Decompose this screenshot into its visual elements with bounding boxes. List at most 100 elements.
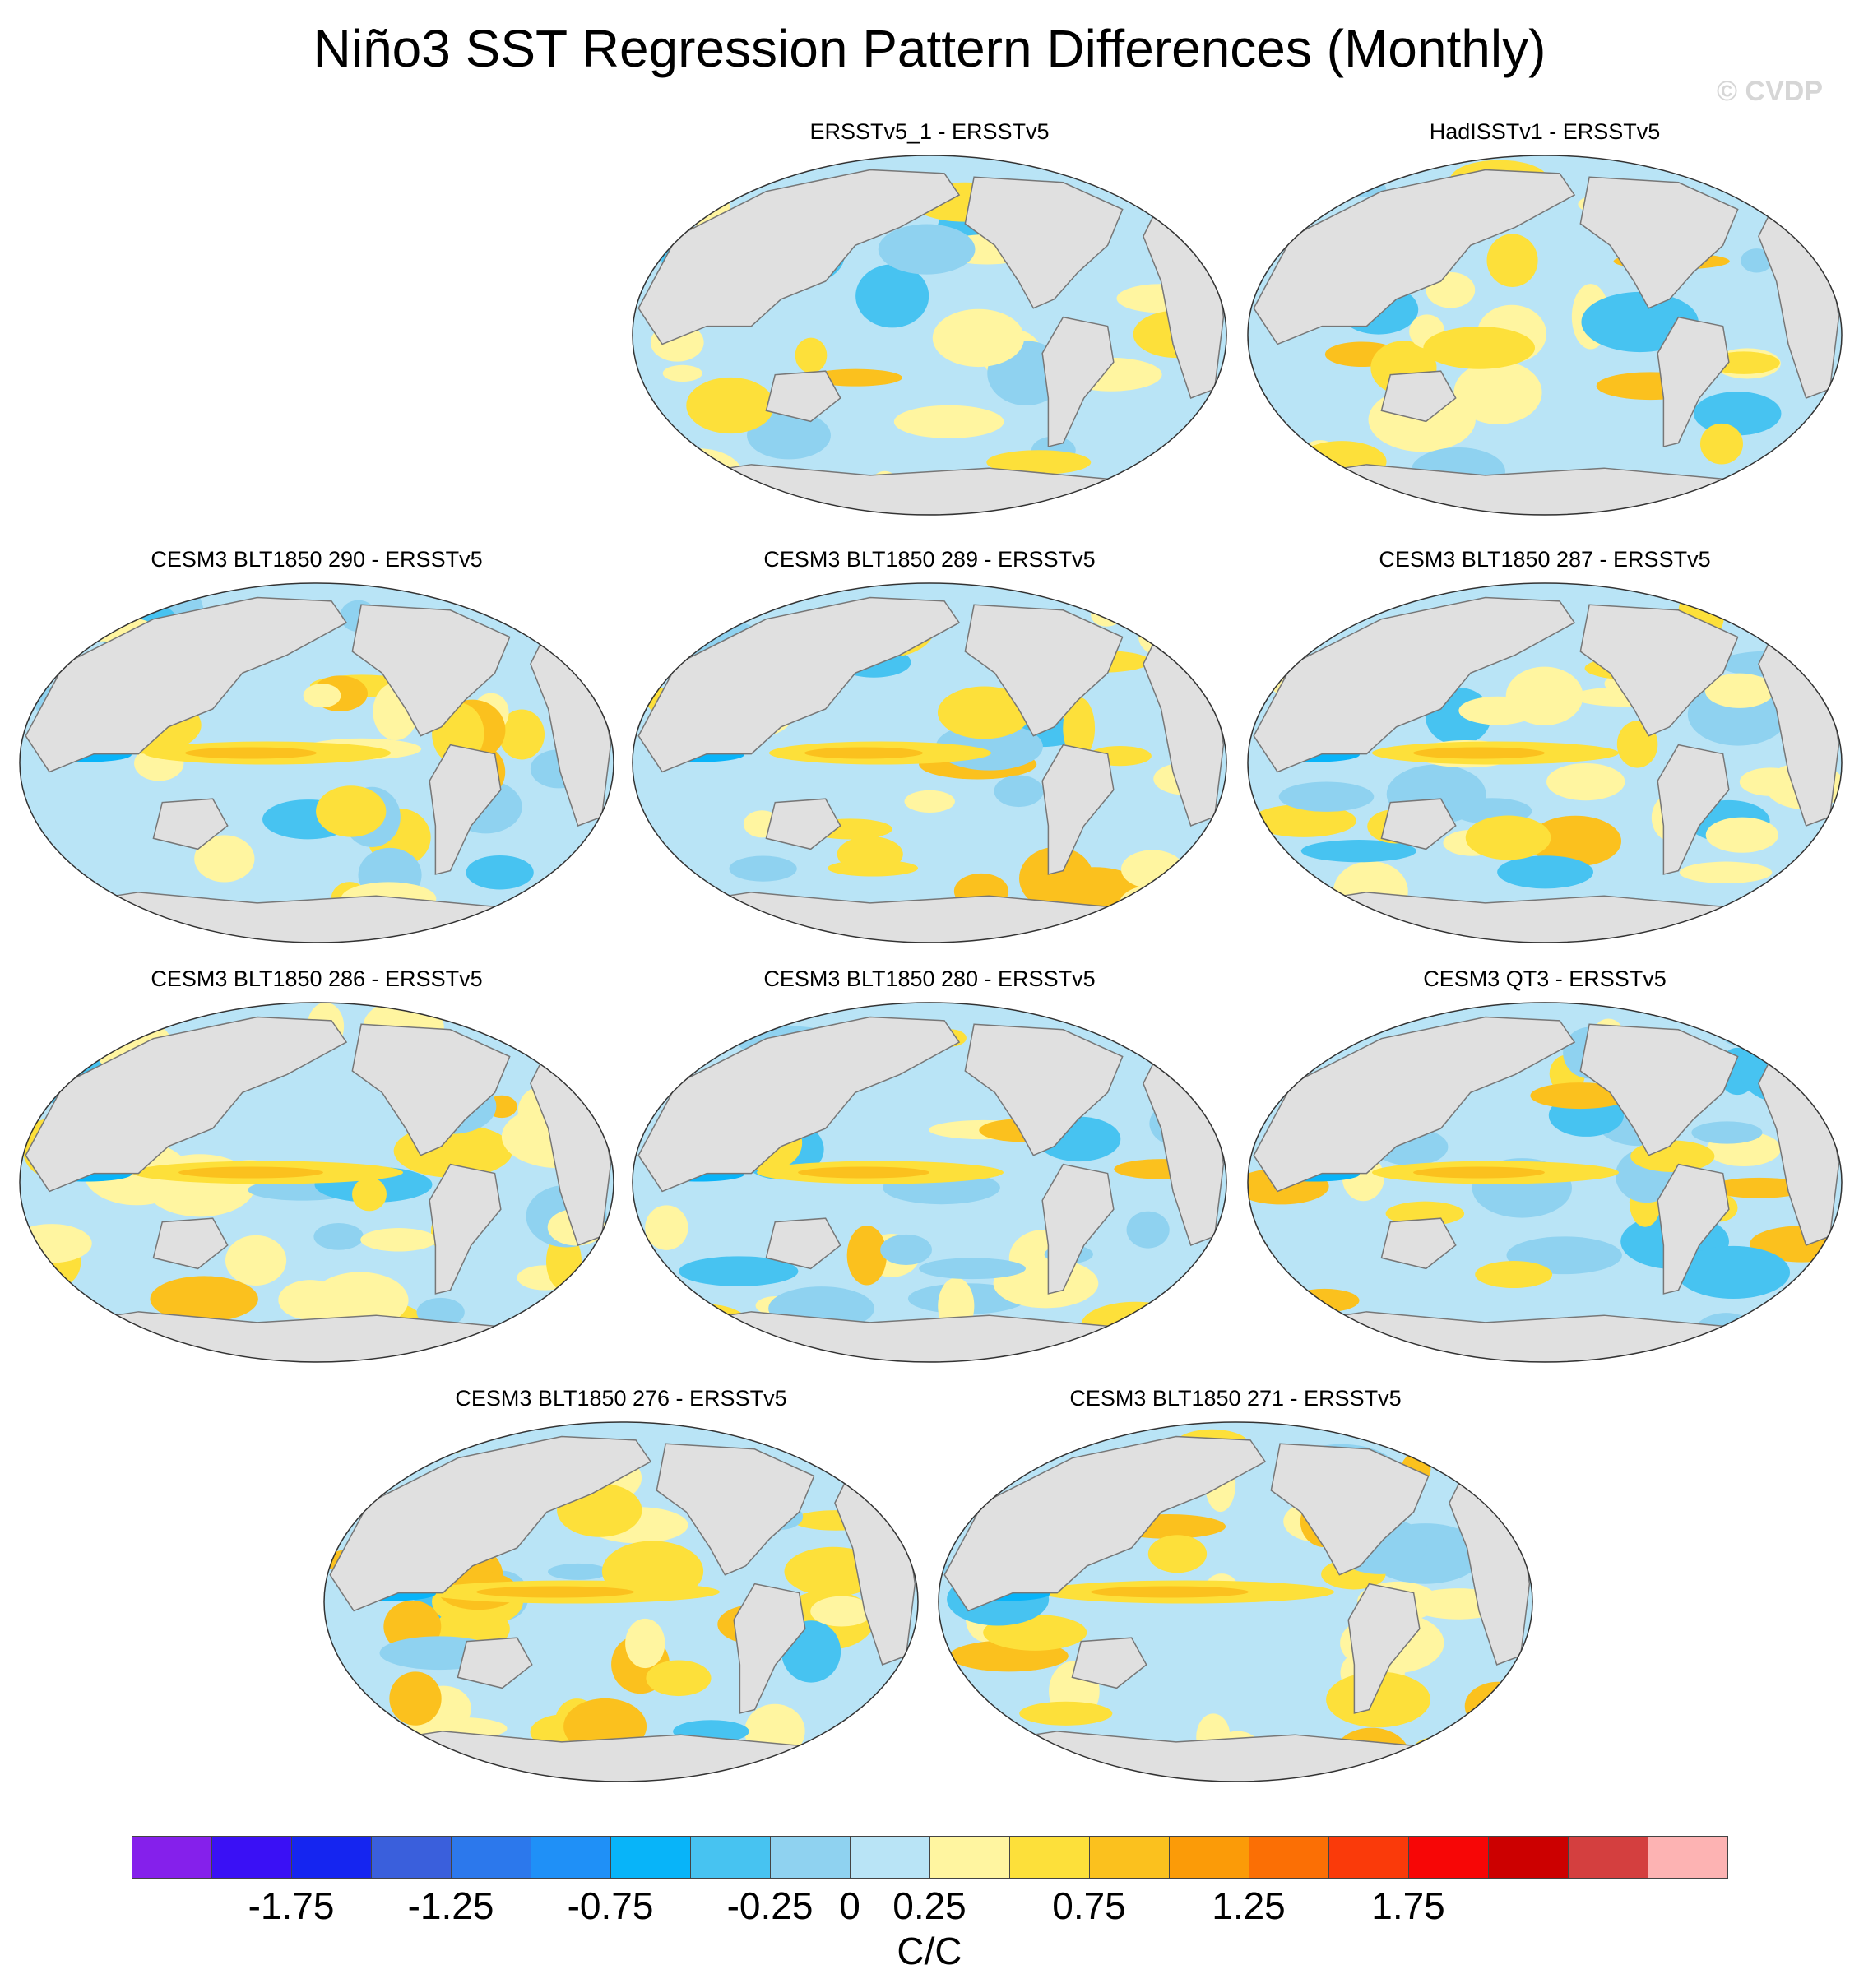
anomaly-contour: [650, 874, 716, 931]
land-mask: [964, 176, 1124, 309]
anomaly-contour: [1679, 861, 1773, 884]
map-panel: CESM3 BLT1850 271 - ERSSTv5: [931, 1386, 1540, 1782]
anomaly-contour: [548, 1563, 610, 1580]
land-mask: [1041, 316, 1115, 447]
map-border: [632, 582, 1227, 943]
anomaly-contour: [986, 450, 1092, 475]
land-mask: [1657, 316, 1730, 447]
land-mask: [1041, 1163, 1115, 1295]
world-map: [1247, 1002, 1843, 1363]
anomaly-contour: [524, 617, 614, 634]
colorbar-units: C/C: [897, 1930, 962, 1972]
anomaly-contour: [150, 1276, 258, 1323]
colorbar-tick-label: 0.25: [892, 1884, 967, 1927]
anomaly-contour: [1691, 1121, 1763, 1144]
world-map: [632, 1002, 1227, 1363]
panel-title: CESM3 BLT1850 280 - ERSSTv5: [763, 966, 1096, 991]
anomaly-contour: [1147, 1535, 1208, 1573]
anomaly-contour: [1126, 1211, 1170, 1249]
colorbar-swatch: [1328, 1836, 1409, 1879]
land-mask: [1270, 1443, 1430, 1576]
anomaly-contour: [662, 364, 702, 382]
anomaly-contour: [303, 684, 341, 708]
land-mask: [633, 1311, 1226, 1362]
anomaly-contour: [919, 1258, 1026, 1280]
equatorial-warm-core: [798, 1166, 930, 1179]
colorbar-tick-label: -0.25: [726, 1884, 814, 1927]
land-mask: [637, 169, 961, 345]
anomaly-contour: [747, 411, 831, 460]
anomaly-contour: [311, 1272, 409, 1329]
anomaly-contour: [498, 603, 594, 628]
anomaly-contour: [1414, 1734, 1508, 1760]
anomaly-contour: [1694, 392, 1782, 436]
map-border: [1247, 1002, 1843, 1363]
panel-title: CESM3 BLT1850 290 - ERSSTv5: [151, 547, 483, 572]
anomaly-contour: [1453, 360, 1542, 424]
land-mask: [633, 464, 1226, 515]
land-mask: [457, 1637, 533, 1689]
colorbar-swatch: [451, 1836, 531, 1879]
colorbar-swatch: [1568, 1836, 1648, 1879]
anomaly-contour: [880, 1234, 932, 1266]
equatorial-warm-core: [476, 1586, 634, 1598]
map-panel: CESM3 BLT1850 287 - ERSSTv5: [1240, 547, 1849, 943]
anomaly-contour: [686, 377, 775, 434]
land-mask: [765, 1217, 841, 1270]
panel-title: CESM3 BLT1850 287 - ERSSTv5: [1379, 547, 1711, 572]
land-mask: [329, 1435, 652, 1612]
panel-title: CESM3 BLT1850 286 - ERSSTv5: [151, 966, 483, 991]
anomaly-contour: [1692, 1313, 1760, 1360]
panel-title: ERSSTv5_1 - ERSSTv5: [809, 119, 1050, 144]
anomaly-contour: [645, 1205, 688, 1250]
anomaly-contour: [352, 1177, 387, 1212]
anomaly-contour: [1743, 1017, 1800, 1051]
map-border: [938, 1421, 1533, 1782]
anomaly-contour: [651, 1300, 706, 1350]
land-mask: [1657, 744, 1730, 875]
anomaly-contour: [521, 1013, 605, 1050]
equatorial-warm-core: [1413, 1166, 1545, 1179]
anomaly-contour: [1300, 840, 1416, 863]
land-mask: [1380, 798, 1457, 850]
anomaly-contour: [1278, 781, 1375, 812]
colorbar-swatch: [770, 1836, 851, 1879]
equatorial-warm-core: [1091, 1586, 1249, 1598]
anomaly-contour: [466, 855, 534, 890]
anomaly-contour: [1019, 1701, 1113, 1726]
anomaly-contour: [1486, 234, 1538, 287]
anomaly-contour: [194, 835, 255, 883]
anomaly-contour: [1385, 1201, 1465, 1226]
anomaly-contour: [1090, 1010, 1172, 1038]
anomaly-contour: [855, 264, 930, 328]
land-mask: [1071, 1637, 1147, 1689]
panel-title: CESM3 QT3 - ERSSTv5: [1423, 966, 1667, 991]
equatorial-warm-core: [1413, 747, 1545, 759]
colorbar-swatch: [211, 1836, 292, 1879]
world-map: [1247, 582, 1843, 943]
colorbar: [132, 1836, 1728, 1879]
map-border: [1247, 155, 1843, 516]
land-mask: [939, 1731, 1532, 1782]
land-mask: [765, 798, 841, 850]
anomaly-contour: [1475, 1260, 1553, 1289]
colorbar-swatch: [531, 1836, 611, 1879]
land-mask: [1579, 1023, 1739, 1156]
map-border: [632, 155, 1227, 516]
land-mask: [152, 798, 229, 850]
land-mask: [633, 892, 1226, 943]
anomaly-contour: [498, 709, 545, 760]
anomaly-contour: [646, 1660, 712, 1697]
land-mask: [733, 1583, 806, 1714]
panel-title: CESM3 BLT1850 276 - ERSSTv5: [455, 1386, 787, 1411]
anomaly-contour: [360, 1228, 438, 1252]
land-mask: [25, 1016, 348, 1193]
colorbar-swatch: [690, 1836, 771, 1879]
map-border: [19, 582, 614, 943]
colorbar-swatch: [1169, 1836, 1249, 1879]
anomaly-contour: [1120, 850, 1184, 889]
map-border: [1247, 582, 1843, 943]
map-panel: CESM3 BLT1850 290 - ERSSTv5: [12, 547, 621, 943]
land-mask: [637, 596, 961, 773]
anomaly-contour: [893, 405, 1004, 438]
